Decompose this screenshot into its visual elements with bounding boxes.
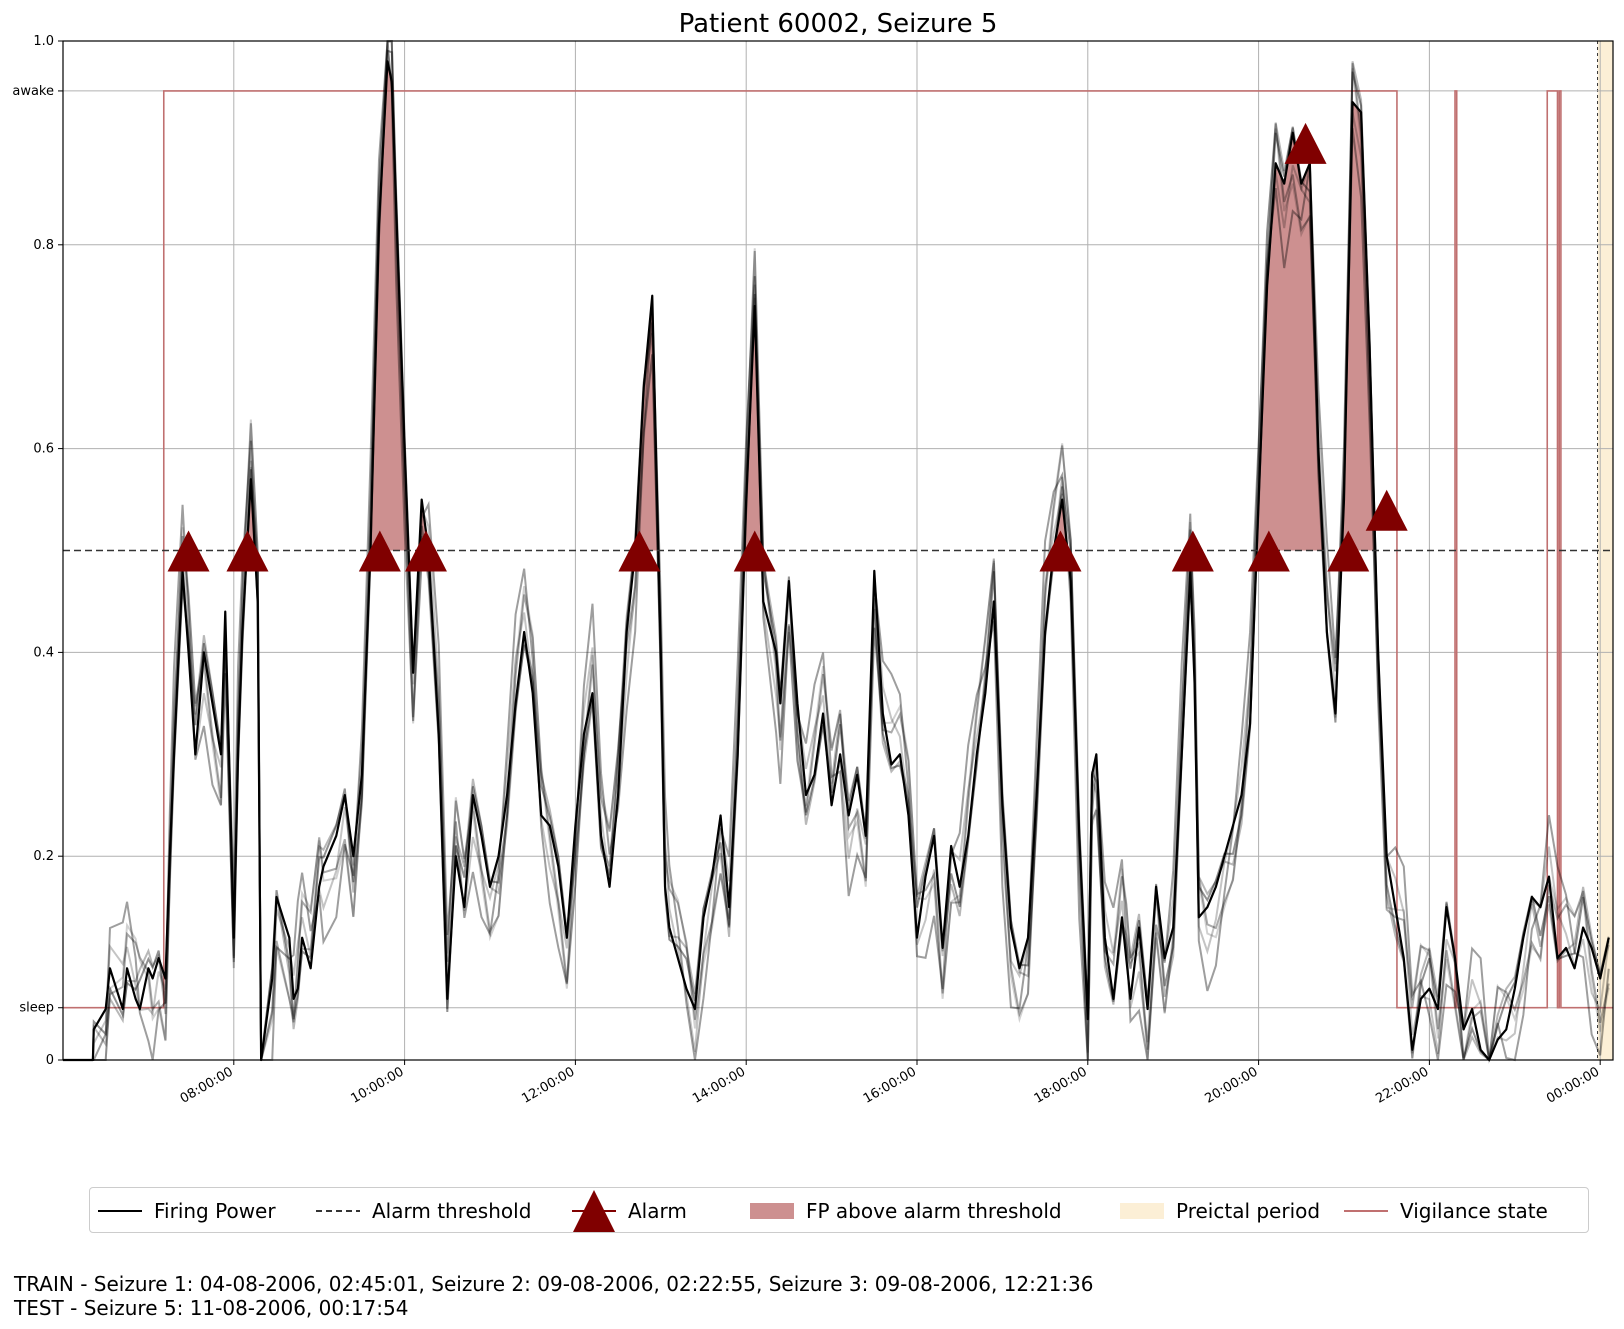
legend-swatch-fp-above xyxy=(750,1199,794,1223)
legend-swatch-preictal xyxy=(1120,1199,1164,1223)
firing-power-layer xyxy=(63,60,1610,1062)
y-tick-label: 1.0 xyxy=(33,34,54,49)
legend-label: Alarm xyxy=(628,1199,687,1223)
fp-above-threshold-layer xyxy=(246,61,1376,551)
footer-seizure-info: TRAIN - Seizure 1: 04-08-2006, 02:45:01,… xyxy=(14,1272,1094,1320)
legend-label: Preictal period xyxy=(1176,1199,1321,1223)
legend-item-firing-power[interactable]: Firing Power xyxy=(98,1188,276,1234)
fp-above-threshold-area xyxy=(370,61,409,551)
legend-swatch-vigilance xyxy=(1344,1199,1388,1223)
fp-above-threshold-area xyxy=(744,305,762,551)
legend-label: Firing Power xyxy=(154,1199,276,1223)
vigilance-layer xyxy=(63,90,1613,1009)
legend-label: Alarm threshold xyxy=(372,1199,532,1223)
vigilance-state-line xyxy=(63,90,1613,1009)
alarm-marker xyxy=(618,530,661,572)
firing-power-ensemble-line xyxy=(63,40,1610,1062)
x-tick-label: 10:00:00 xyxy=(349,1064,407,1106)
alarm-marker xyxy=(1327,530,1370,572)
alarm-marker xyxy=(1365,489,1408,531)
alarm-marker xyxy=(733,530,776,572)
y-tick-label: 0.8 xyxy=(33,238,54,253)
x-tick-label: 22:00:00 xyxy=(1373,1064,1431,1106)
legend-swatch-firing-power xyxy=(98,1199,142,1223)
legend-item-preictal[interactable]: Preictal period xyxy=(1120,1188,1320,1234)
firing-power-ensemble-line xyxy=(63,40,1610,1061)
alarm-marker xyxy=(1039,530,1082,572)
firing-power-ensemble-line xyxy=(63,49,1610,1062)
alarm-marker xyxy=(1171,530,1214,572)
x-tick-label: 18:00:00 xyxy=(1032,1064,1090,1106)
legend-item-fp-above[interactable]: FP above alarm threshold xyxy=(750,1188,1062,1234)
y-tick-label: 0 xyxy=(46,1053,54,1068)
legend: Firing Power Alarm threshold Alarm FP ab… xyxy=(89,1187,1589,1233)
legend-swatch-alarm xyxy=(572,1190,616,1232)
firing-power-ensemble-line xyxy=(63,40,1610,1061)
x-tick-label: 08:00:00 xyxy=(178,1064,236,1106)
legend-item-vigilance[interactable]: Vigilance state xyxy=(1344,1188,1548,1234)
alarm-marker xyxy=(167,530,210,572)
fp-above-threshold-area xyxy=(1256,132,1324,551)
y-tick-label: sleep xyxy=(19,1001,54,1016)
y-tick-label: 0.2 xyxy=(33,849,54,864)
alarm-marker xyxy=(358,530,401,572)
alarm-marker xyxy=(226,530,269,572)
x-tick-label: 12:00:00 xyxy=(519,1064,577,1106)
fp-above-threshold-area xyxy=(635,295,659,551)
alarm-marker xyxy=(404,530,447,572)
x-tick-label: 20:00:00 xyxy=(1203,1064,1261,1106)
alarms-layer xyxy=(167,122,1408,572)
alarm-marker xyxy=(1247,530,1290,572)
firing-power-line xyxy=(63,60,1610,1062)
chart-canvas: Patient 60002, Seizure 5 0 sleep 0.2 0.4 0.6… xyxy=(12,9,1614,1107)
x-tick-label: 14:00:00 xyxy=(690,1064,748,1106)
footer-train-line: TRAIN - Seizure 1: 04-08-2006, 02:45:01,… xyxy=(14,1272,1094,1296)
footer-test-line: TEST - Seizure 5: 11-08-2006, 00:17:54 xyxy=(14,1296,409,1320)
y-tick-label: 0.4 xyxy=(33,645,54,660)
legend-item-alarm[interactable]: Alarm xyxy=(572,1188,687,1234)
legend-label: FP above alarm threshold xyxy=(806,1199,1062,1223)
firing-power-ensemble-line xyxy=(63,50,1610,1064)
legend-label: Vigilance state xyxy=(1400,1199,1548,1223)
legend-swatch-alarm-threshold xyxy=(316,1199,360,1223)
alarm-marker xyxy=(1284,122,1327,164)
legend-item-alarm-threshold[interactable]: Alarm threshold xyxy=(316,1188,531,1234)
y-tick-label: awake xyxy=(12,84,54,99)
chart-title: Patient 60002, Seizure 5 xyxy=(679,9,998,39)
plot-frame xyxy=(62,40,1614,1061)
x-tick-label: 00:00:00 xyxy=(1544,1064,1602,1106)
x-tick-label: 16:00:00 xyxy=(861,1064,919,1106)
y-tick-label: 0.6 xyxy=(33,442,54,457)
